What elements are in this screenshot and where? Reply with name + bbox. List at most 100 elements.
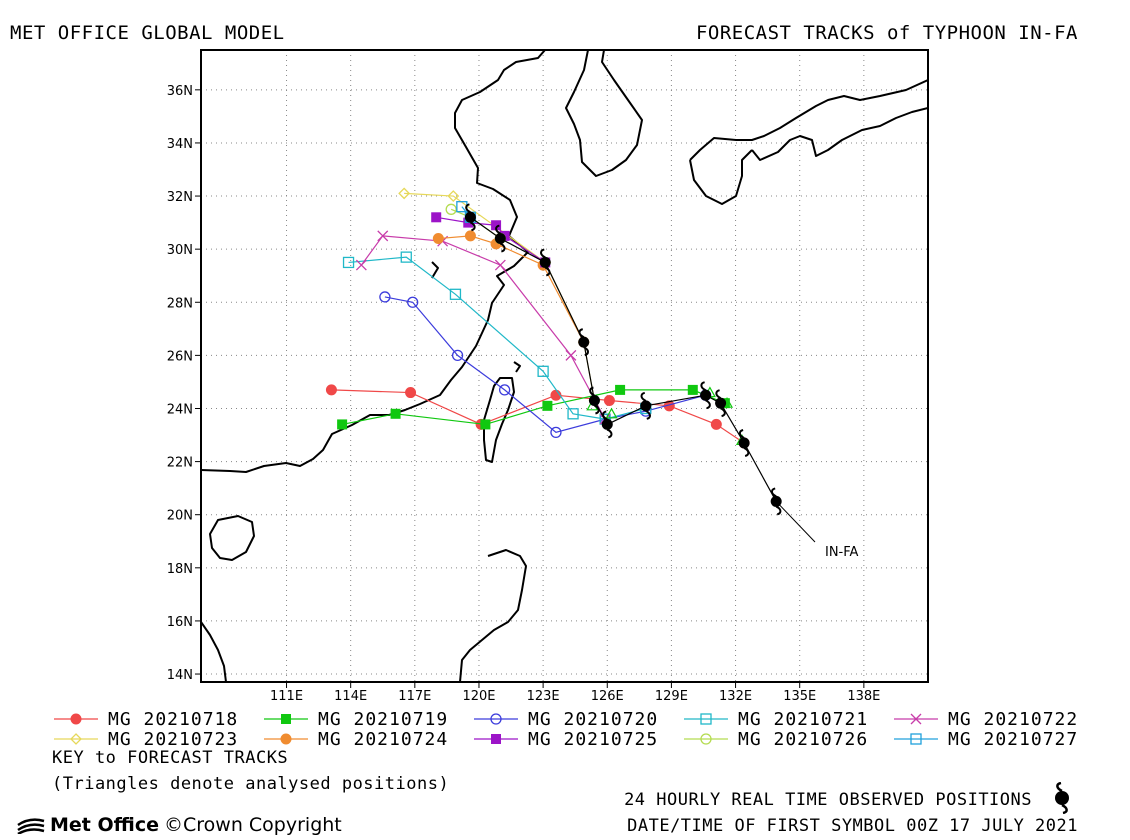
- track-point-marker: [325, 384, 337, 396]
- lat-tick-label: 16N: [167, 615, 193, 630]
- legend-label: MG 20210722: [948, 709, 1079, 730]
- track-point-marker: [405, 387, 417, 399]
- legend-swatch: [54, 713, 98, 725]
- key-note: (Triangles denote analysed positions): [52, 774, 450, 794]
- track-point-marker: [355, 259, 367, 271]
- legend-label: MG 20210725: [528, 729, 659, 750]
- observed-track: [464, 203, 816, 543]
- header-model-title: MET OFFICE GLOBAL MODEL: [10, 22, 285, 44]
- first-symbol-datetime: DATE/TIME OF FIRST SYMBOL 00Z 17 JULY 20…: [627, 816, 1078, 836]
- lat-tick-label: 26N: [167, 349, 193, 364]
- track-point-marker: [542, 400, 553, 411]
- typhoon-symbol-icon: [578, 328, 590, 357]
- typhoon-symbol-icon: [770, 487, 782, 516]
- track-point-marker: [379, 291, 391, 303]
- lat-tick-label: 36N: [167, 84, 193, 99]
- legend-swatch: [264, 733, 308, 745]
- header-forecast-title: FORECAST TRACKS of TYPHOON IN-FA: [695, 22, 1078, 44]
- legend-label: MG 20210727: [948, 729, 1079, 750]
- track-point-marker: [407, 296, 419, 308]
- track-point-marker: [447, 190, 460, 202]
- track-point-marker: [390, 408, 401, 419]
- lon-tick-label: 120E: [462, 689, 495, 700]
- track-point-marker: [710, 418, 722, 430]
- forecast-track-6: [432, 230, 590, 348]
- track-point-marker: [603, 395, 615, 407]
- track-point-marker: [342, 256, 355, 269]
- typhoon-symbol-icon: [601, 410, 613, 439]
- legend-label: MG 20210724: [318, 729, 449, 750]
- lat-tick-label: 14N: [167, 668, 193, 683]
- met-office-logo: Met Office: [16, 814, 159, 836]
- track-point-marker: [494, 259, 506, 271]
- lon-tick-label: 132E: [719, 689, 752, 700]
- legend-label: MG 20210718: [108, 709, 239, 730]
- track-point-marker: [491, 220, 502, 231]
- lat-tick-label: 34N: [167, 137, 193, 152]
- lat-tick-label: 30N: [167, 243, 193, 258]
- typhoon-symbol-icon: [494, 224, 506, 253]
- legend-swatch: [474, 713, 518, 725]
- map-frame: [200, 49, 929, 683]
- legend-swatch: [684, 713, 728, 725]
- track-point-marker: [431, 212, 442, 223]
- track-point-marker: [451, 349, 464, 362]
- lat-tick-label: 18N: [167, 562, 193, 577]
- typhoon-symbol-icon: [640, 391, 652, 420]
- key-title: KEY to FORECAST TRACKS: [52, 748, 289, 768]
- track-point-marker: [377, 230, 389, 242]
- legend-label: MG 20210721: [738, 709, 869, 730]
- legend-swatch: [264, 714, 308, 724]
- legend-swatch: [684, 733, 728, 745]
- track-point-marker: [687, 384, 698, 395]
- legend-swatch: [894, 733, 938, 745]
- lon-tick-label: 138E: [847, 689, 880, 700]
- typhoon-symbol-icon: [700, 381, 712, 410]
- typhoon-symbol-icon: [738, 429, 750, 457]
- legend-swatch: [894, 713, 938, 725]
- legend-label: MG 20210720: [528, 709, 659, 730]
- lon-tick-label: 135E: [783, 689, 816, 700]
- track-point-marker: [567, 408, 579, 420]
- lon-tick-label: 117E: [398, 689, 431, 700]
- met-office-logo-text: Met Office: [50, 814, 159, 836]
- lon-tick-label: 114E: [334, 689, 367, 700]
- track-point-marker: [464, 230, 476, 242]
- crown-copyright: ©Crown Copyright: [164, 814, 342, 836]
- lat-tick-label: 24N: [167, 402, 193, 417]
- track-point-marker: [615, 384, 626, 395]
- legend-label: MG 20210723: [108, 729, 239, 750]
- forecast-map: 111E 114E 117E 120E 123E 126E 129E 132E 135E 138E…: [167, 49, 929, 700]
- analysed-position-triangle: [605, 407, 618, 419]
- typhoon-symbol-icon: [715, 389, 727, 418]
- track-point-marker: [498, 384, 511, 396]
- lon-tick-label: 126E: [591, 689, 624, 700]
- storm-label-leader: [775, 501, 816, 543]
- track-point-marker: [550, 426, 562, 439]
- track-line: [360, 235, 606, 420]
- storm-name-label: IN-FA: [825, 545, 859, 560]
- track-point-marker: [445, 203, 457, 215]
- legend-swatch: [474, 734, 518, 744]
- track-point-marker: [565, 349, 577, 361]
- lat-tick-label: 20N: [167, 509, 193, 524]
- legend-label: MG 20210719: [318, 709, 449, 730]
- typhoon-symbol-icon: [539, 248, 551, 277]
- map-grid: [201, 50, 928, 682]
- lat-tick-label: 32N: [167, 190, 193, 205]
- typhoon-symbol-icon: [464, 203, 476, 232]
- legend-label: MG 20210726: [738, 729, 869, 750]
- track-line: [384, 296, 706, 434]
- track-point-marker: [537, 365, 549, 377]
- observed-positions-note: 24 HOURLY REAL TIME OBSERVED POSITIONS: [624, 790, 1032, 810]
- map-axes: 111E 114E 117E 120E 123E 126E 129E 132E 135E 138E…: [167, 84, 881, 700]
- track-point-marker: [398, 187, 411, 200]
- lat-tick-label: 28N: [167, 296, 193, 311]
- lon-tick-label: 129E: [655, 689, 688, 700]
- lat-tick-label: 22N: [167, 456, 193, 471]
- typhoon-symbol-icon: [588, 386, 600, 415]
- track-point-marker: [432, 233, 444, 245]
- coastlines: [201, 50, 928, 682]
- lon-tick-label: 111E: [270, 689, 303, 700]
- track-point-marker: [449, 288, 462, 300]
